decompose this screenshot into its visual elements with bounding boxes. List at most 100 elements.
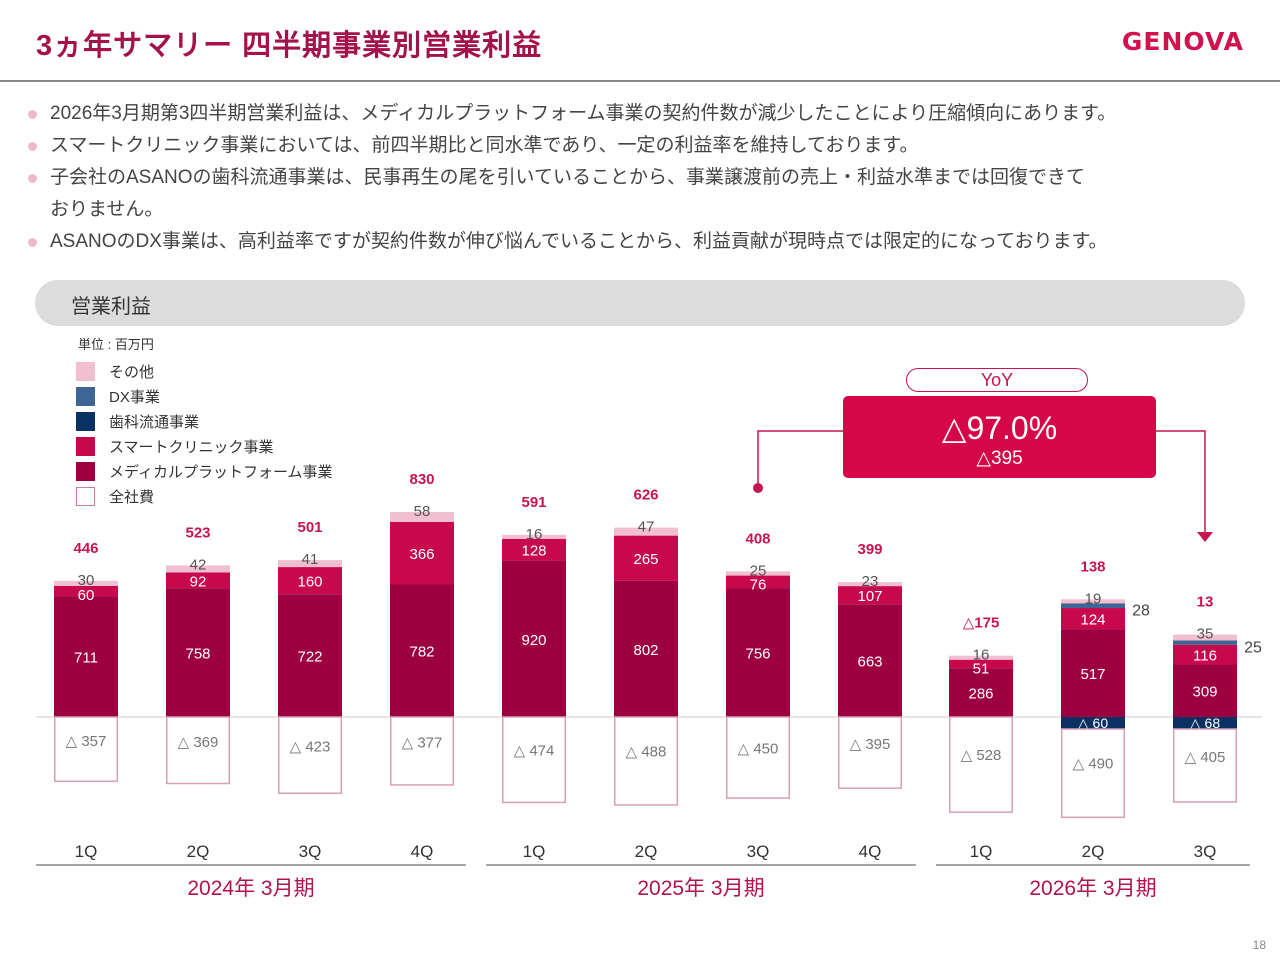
section-title: 営業利益: [71, 296, 151, 318]
bar-corporate: [390, 716, 454, 786]
label-total: 591: [521, 494, 546, 511]
label-dental: △ 68: [1190, 715, 1220, 731]
label-total: 501: [297, 519, 322, 536]
label-dental: △ 60: [1078, 715, 1108, 731]
label-smart-clinic: 92: [190, 574, 207, 591]
bar-smart-clinic: [390, 521, 454, 585]
label-corporate: △ 377: [402, 735, 443, 752]
bar-dx: [1061, 603, 1125, 609]
bar-dental: [1061, 717, 1125, 729]
bullet-item: スマートクリニック事業においては、前四半期比と同水準であり、一定の利益率を維持し…: [28, 130, 1268, 162]
bar-corporate: [838, 716, 902, 789]
legend-swatch-dx: [76, 387, 95, 406]
yoy-amount: △395: [976, 448, 1023, 469]
label-corporate: △ 490: [1073, 756, 1114, 773]
x-tick-label: 1Q: [75, 842, 98, 861]
label-smart-clinic: 60: [78, 587, 95, 604]
label-medical-platform: 517: [1080, 666, 1105, 683]
bar-medical-platform: [1061, 629, 1125, 717]
label-total: 399: [857, 541, 882, 558]
bar-other: [390, 511, 454, 522]
bar-smart-clinic: [726, 575, 790, 589]
bar-smart-clinic: [54, 585, 118, 597]
header-divider: [0, 80, 1280, 82]
x-tick-label: 3Q: [747, 842, 770, 861]
label-smart-clinic: 160: [297, 574, 322, 591]
label-smart-clinic: 128: [521, 543, 546, 560]
bar-corporate: [1061, 728, 1125, 819]
x-tick-label: 4Q: [859, 842, 882, 861]
bar-dental: [1173, 717, 1237, 729]
bar-medical-platform: [726, 588, 790, 717]
label-total: 13: [1197, 594, 1214, 611]
label-corporate: △ 450: [738, 740, 779, 757]
bar-medical-platform: [949, 668, 1013, 717]
legend-swatch-dental: [76, 412, 95, 431]
label-corporate: △ 474: [514, 742, 555, 759]
bar-medical-platform: [838, 604, 902, 717]
label-corporate: △ 357: [66, 733, 107, 750]
bullet-item: 2026年3月期第3四半期営業利益は、メディカルプラットフォーム事業の契約件数が…: [28, 98, 1268, 130]
bar-smart-clinic: [166, 572, 230, 589]
x-tick-label: 3Q: [1194, 842, 1217, 861]
bar-other: [502, 534, 566, 539]
label-corporate: △ 369: [178, 734, 219, 751]
label-other: 16: [526, 526, 543, 543]
label-total: 408: [745, 530, 770, 547]
label-smart-clinic: 116: [1193, 648, 1217, 665]
bar-dx: [1173, 640, 1237, 645]
label-medical-platform: 711: [74, 650, 98, 667]
yoy-start-dot-icon: [753, 483, 763, 493]
label-smart-clinic: 51: [973, 661, 990, 678]
label-dx: 25: [1244, 640, 1262, 657]
bar-smart-clinic: [1173, 644, 1237, 665]
label-other: 25: [750, 562, 767, 579]
bar-corporate: [726, 716, 790, 799]
bar-smart-clinic: [949, 659, 1013, 669]
label-total: 626: [633, 487, 658, 504]
bar-other: [1173, 634, 1237, 641]
bar-medical-platform: [614, 580, 678, 717]
label-total: 138: [1080, 558, 1105, 575]
bar-other: [166, 565, 230, 573]
bar-medical-platform: [502, 560, 566, 717]
label-medical-platform: 663: [857, 654, 882, 671]
x-tick-label: 1Q: [970, 842, 993, 861]
label-corporate: △ 405: [1185, 749, 1226, 766]
summary-bullets: 2026年3月期第3四半期営業利益は、メディカルプラットフォーム事業の契約件数が…: [28, 98, 1268, 258]
label-smart-clinic: 366: [409, 546, 434, 563]
bar-smart-clinic: [278, 567, 342, 595]
bar-other: [614, 527, 678, 536]
legend-swatch-medical-platform: [76, 462, 95, 481]
label-smart-clinic: 76: [750, 577, 767, 594]
label-other: 58: [414, 503, 431, 520]
x-tick-label: 2Q: [1082, 842, 1105, 861]
x-tick-label: 1Q: [523, 842, 546, 861]
bullet-dot-icon: [28, 142, 37, 151]
x-tick-label: 3Q: [299, 842, 322, 861]
bar-medical-platform: [54, 596, 118, 717]
yoy-label: YoY: [906, 368, 1088, 392]
page-title: 3ヵ年サマリー 四半期事業別営業利益: [36, 30, 543, 62]
bar-other: [949, 655, 1013, 660]
unit-label: 単位 : 百万円: [78, 337, 154, 352]
label-medical-platform: 756: [745, 646, 770, 663]
label-other: 42: [190, 556, 207, 573]
group-label: 2024年 3月期: [187, 877, 314, 900]
bar-medical-platform: [278, 594, 342, 717]
x-tick-label: 4Q: [411, 842, 434, 861]
label-smart-clinic: 265: [633, 551, 658, 568]
bar-smart-clinic: [502, 538, 566, 561]
yoy-connector-from: [757, 430, 843, 488]
label-other: 47: [638, 519, 655, 536]
bar-other: [838, 582, 902, 587]
section-header: 営業利益: [35, 280, 1245, 326]
yoy-percent: △97.0%: [941, 410, 1058, 446]
label-other: 30: [78, 572, 95, 589]
label-corporate: △ 488: [626, 744, 667, 761]
label-medical-platform: 802: [633, 642, 658, 659]
label-other: 23: [862, 573, 879, 590]
bar-smart-clinic: [838, 586, 902, 605]
bar-medical-platform: [390, 584, 454, 717]
